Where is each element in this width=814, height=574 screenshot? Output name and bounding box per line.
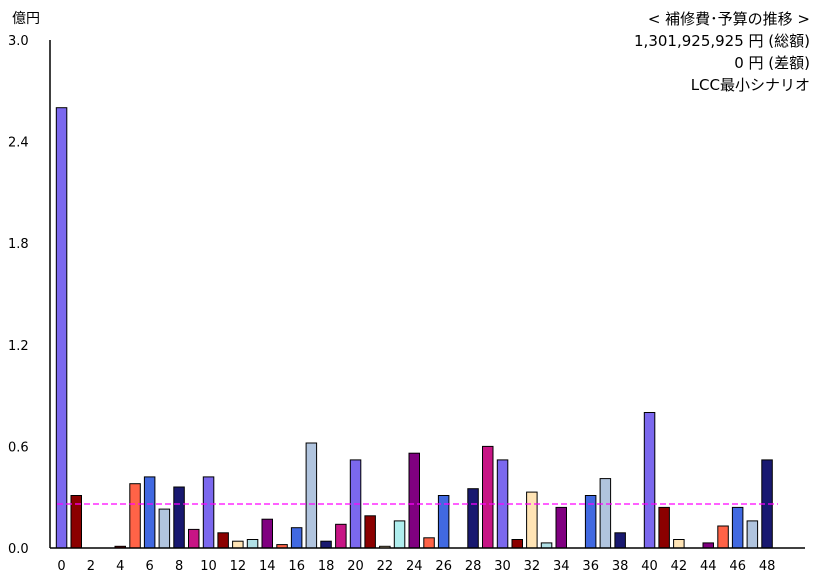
x-tick-label: 30	[494, 559, 511, 574]
bar-40	[643, 412, 656, 549]
bar-0	[55, 107, 68, 549]
x-tick-label: 48	[759, 559, 776, 574]
bar-29	[482, 445, 494, 549]
cost-difference: 0 円 (差額)	[734, 54, 810, 72]
bar-6	[143, 476, 156, 549]
bar-17	[305, 442, 318, 549]
x-tick-label: 22	[377, 559, 394, 574]
bar-41	[658, 506, 670, 549]
bar-10	[202, 476, 215, 549]
x-tick-label: 20	[347, 559, 364, 574]
y-tick-label: 1.2	[8, 339, 29, 354]
bar-45	[717, 525, 729, 549]
x-tick-label: 24	[406, 559, 423, 574]
chart-title: < 補修費･予算の推移 >	[647, 10, 810, 28]
x-tick-label: 2	[87, 559, 95, 574]
bar-46	[731, 506, 744, 549]
bar-16	[290, 527, 303, 549]
bar-5	[129, 483, 141, 549]
x-tick-label: 0	[57, 559, 65, 574]
bar-33	[540, 542, 553, 549]
bar-11	[217, 532, 229, 549]
bar-32	[526, 491, 538, 549]
x-tick-label: 10	[200, 559, 217, 574]
x-tick-label: 36	[582, 559, 599, 574]
x-tick-label: 46	[729, 559, 746, 574]
bar-31	[511, 539, 523, 549]
x-tick-label: 42	[671, 559, 688, 574]
x-tick-label: 14	[259, 559, 276, 574]
bar-14	[261, 518, 273, 549]
y-tick-label: 3.0	[8, 34, 29, 49]
x-tick-label: 26	[435, 559, 452, 574]
x-tick-label: 28	[465, 559, 482, 574]
x-tick-label: 40	[641, 559, 658, 574]
bar-25	[423, 537, 435, 549]
bar-24	[408, 452, 420, 549]
chart-info-panel: < 補修費･予算の推移 > 1,301,925,925 円 (総額) 0 円 (…	[634, 8, 810, 96]
y-tick-label: 0.0	[8, 542, 29, 557]
x-tick-label: 4	[116, 559, 124, 574]
bar-38	[614, 532, 626, 549]
bar-42	[673, 539, 685, 549]
bar-23	[393, 520, 406, 549]
x-tick-label: 8	[175, 559, 183, 574]
bar-28	[467, 488, 479, 549]
x-tick-label: 18	[318, 559, 335, 574]
bar-21	[364, 515, 376, 549]
bar-9	[188, 528, 200, 549]
scenario-name: LCC最小シナリオ	[690, 76, 810, 94]
bar-13	[246, 539, 259, 549]
total-cost: 1,301,925,925 円 (総額)	[634, 32, 810, 50]
bar-34	[555, 506, 567, 549]
bar-8	[173, 486, 185, 549]
y-tick-label: 1.8	[8, 237, 29, 252]
x-tick-label: 12	[230, 559, 247, 574]
bar-12	[232, 540, 244, 549]
bar-37	[599, 478, 612, 549]
x-tick-label: 44	[700, 559, 717, 574]
bar-44	[702, 542, 714, 549]
x-tick-label: 34	[553, 559, 570, 574]
bar-18	[320, 540, 332, 549]
y-tick-label: 2.4	[8, 136, 29, 151]
x-tick-label: 16	[288, 559, 305, 574]
x-tick-label: 32	[524, 559, 541, 574]
y-tick-label: 0.6	[8, 440, 29, 455]
bar-47	[746, 520, 759, 549]
bar-19	[335, 523, 347, 549]
bar-7	[158, 508, 171, 549]
x-tick-label: 38	[612, 559, 629, 574]
x-tick-label: 6	[146, 559, 154, 574]
y-axis-unit-label: 億円	[12, 11, 40, 27]
